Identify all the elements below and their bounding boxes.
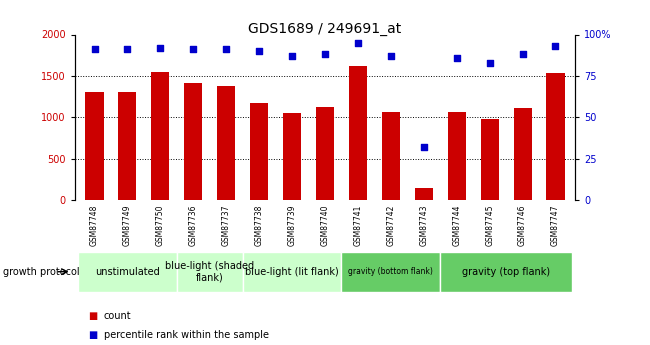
Text: GSM87739: GSM87739 [287, 204, 296, 246]
Text: GSM87748: GSM87748 [90, 204, 99, 246]
Text: blue-light (lit flank): blue-light (lit flank) [245, 267, 339, 277]
Bar [151, 72, 170, 200]
Text: GSM87749: GSM87749 [123, 204, 132, 246]
Point [551, 43, 561, 49]
Text: ■: ■ [88, 311, 97, 321]
Bar [415, 188, 433, 200]
Text: GSM87750: GSM87750 [156, 204, 165, 246]
Text: GDS1689 / 249691_at: GDS1689 / 249691_at [248, 22, 402, 37]
Point [419, 144, 429, 150]
Text: growth protocol: growth protocol [3, 267, 80, 277]
Bar [184, 82, 202, 200]
Bar [341, 252, 440, 292]
Text: GSM87736: GSM87736 [188, 204, 198, 246]
Bar [242, 252, 341, 292]
Bar [118, 92, 136, 200]
Point [452, 55, 462, 60]
Text: gravity (top flank): gravity (top flank) [462, 267, 550, 277]
Bar [217, 86, 235, 200]
Text: unstimulated: unstimulated [95, 267, 160, 277]
Point [287, 53, 297, 59]
Point [517, 52, 528, 57]
Point [320, 52, 330, 57]
Bar [85, 92, 103, 200]
Text: GSM87746: GSM87746 [518, 204, 527, 246]
Text: GSM87740: GSM87740 [320, 204, 330, 246]
Bar [440, 252, 572, 292]
Bar [514, 108, 532, 200]
Bar [250, 103, 268, 200]
Point [254, 48, 265, 54]
Bar [349, 66, 367, 200]
Text: GSM87743: GSM87743 [419, 204, 428, 246]
Text: blue-light (shaded
flank): blue-light (shaded flank) [165, 261, 254, 283]
Text: GSM87741: GSM87741 [354, 204, 363, 246]
Text: GSM87744: GSM87744 [452, 204, 462, 246]
Text: GSM87742: GSM87742 [386, 204, 395, 246]
Bar [316, 107, 334, 200]
Text: percentile rank within the sample: percentile rank within the sample [104, 330, 269, 339]
Bar [283, 113, 301, 200]
Bar [382, 112, 400, 200]
Point [484, 60, 495, 66]
Text: GSM87737: GSM87737 [222, 204, 231, 246]
Bar [480, 119, 499, 200]
Point [188, 47, 198, 52]
Point [385, 53, 396, 59]
Point [122, 47, 133, 52]
Text: GSM87747: GSM87747 [551, 204, 560, 246]
Point [353, 40, 363, 46]
Text: count: count [104, 311, 131, 321]
Bar [78, 252, 177, 292]
Text: GSM87738: GSM87738 [255, 204, 264, 246]
Bar [448, 112, 466, 200]
Text: gravity (bottom flank): gravity (bottom flank) [348, 267, 434, 276]
Point [89, 47, 99, 52]
Text: GSM87745: GSM87745 [485, 204, 494, 246]
Text: ■: ■ [88, 330, 97, 339]
Bar [177, 252, 242, 292]
Bar [547, 72, 565, 200]
Point [221, 47, 231, 52]
Point [155, 45, 166, 50]
